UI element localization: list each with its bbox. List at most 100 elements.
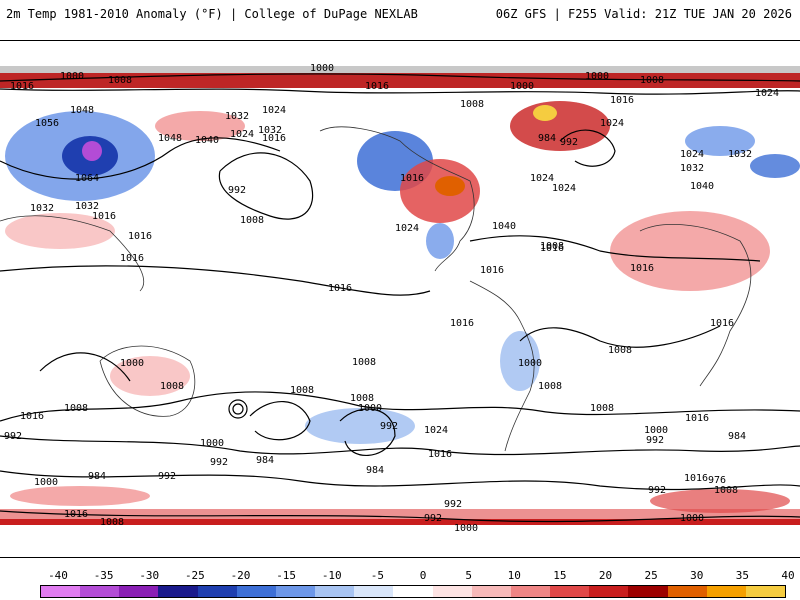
isobar-label: 1000 (120, 358, 144, 369)
south-america-cold-anomaly (500, 331, 540, 391)
isobar (0, 435, 800, 456)
isobar-label: 1000 (310, 63, 334, 74)
colorbar-tick-label: -25 (184, 569, 205, 582)
isobar-label: 1008 (240, 215, 264, 226)
colorbar-swatch (432, 586, 472, 597)
colorbar-tick-label: 20 (598, 569, 613, 582)
colorbar-tick-label: 25 (644, 569, 658, 582)
asia-coast (0, 215, 145, 292)
isobar-label: 1008 (460, 99, 484, 110)
isobar (339, 408, 396, 456)
isobar-label: 984 (88, 471, 106, 482)
colorbar-swatch (628, 586, 668, 597)
header: 2m Temp 1981-2010 Anomaly (°F) | College… (0, 0, 800, 30)
africa-warm-anomaly (610, 211, 770, 291)
antarctic-red-band (0, 519, 800, 525)
isobar-label: 1000 (644, 425, 668, 436)
colorbar-swatch (41, 586, 81, 597)
colorbar-tick-label: -20 (230, 569, 251, 582)
colorbar-swatch (589, 586, 629, 597)
us-warm-core (435, 176, 465, 196)
isobar-label: 1016 (365, 81, 389, 92)
isobar-label: 1024 (424, 425, 448, 436)
cold-anomalies (5, 111, 800, 444)
colorbar-swatch (119, 586, 159, 597)
isobar-label: 1016 (480, 265, 504, 276)
isobar-label: 1024 (600, 118, 624, 129)
colorbar-tick-label: 30 (690, 569, 704, 582)
colorbar-tick-label: 5 (465, 569, 472, 582)
alaska-warm-anomaly (155, 111, 245, 141)
isobar-label: 1024 (262, 105, 286, 116)
india-warm-anomaly (5, 213, 115, 249)
isobar-label: 1008 (540, 241, 564, 252)
isobar-label: 1000 (34, 477, 58, 488)
isobar-label: 1008 (100, 517, 124, 528)
australia-coast (99, 345, 196, 417)
warm-anomalies (5, 101, 790, 513)
isobar-label: 1024 (230, 129, 254, 140)
colorbar-tick-label: -30 (139, 569, 160, 582)
isobar-label: 1016 (630, 263, 654, 274)
isobar-label: 1016 (450, 318, 474, 329)
north-america-coast (319, 126, 475, 272)
isobar-label: 1008 (538, 381, 562, 392)
isobar-label: 1016 (684, 473, 708, 484)
colorbar-legend: -40 -35 -30 -25 -20 -15 -10 -5 0 5 10 15 20 25 30 35 40 (0, 568, 800, 600)
model-run-info: 06Z GFS | F255 Valid: 21Z TUE JAN 20 202… (495, 7, 792, 21)
isobar-label: 992 (158, 471, 176, 482)
colorbar-tick-label: 35 (735, 569, 749, 582)
colorbar-swatch (158, 586, 198, 597)
isobar-label: 1024 (755, 88, 779, 99)
colorbar-swatch (393, 586, 433, 597)
colorbar-tick-label: -5 (370, 569, 384, 582)
anomaly-map: 1000 1008 1016 1008 1000 1016 1024 1000 … (0, 40, 800, 558)
colorbar-tick-label: -35 (93, 569, 114, 582)
isobar-label: 1000 (454, 523, 478, 534)
isobar-label: 1016 (20, 411, 44, 422)
isobar-label: 992 (210, 457, 228, 468)
isobar-label: 1008 (160, 381, 184, 392)
isobar-label: 1000 (358, 403, 382, 414)
colorbar-swatch (354, 586, 394, 597)
isobar-label: 1016 (128, 231, 152, 242)
isobar-label: 1024 (552, 183, 576, 194)
isobar (0, 88, 800, 95)
isobar-label: 1040 (195, 135, 219, 146)
colorbar-swatch (236, 586, 276, 597)
australia-warm-anomaly (110, 356, 190, 396)
isobars (0, 73, 800, 523)
isobar-label: 1056 (35, 118, 59, 129)
east-asia-cold-anomaly (750, 154, 800, 178)
antarctic-warm-band (0, 509, 800, 519)
colorbar-swatch (315, 586, 355, 597)
isobar (0, 265, 431, 296)
isobar-label: 1064 (75, 173, 99, 184)
map-title: 2m Temp 1981-2010 Anomaly (°F) | College… (6, 7, 418, 21)
colorbar-swatch (667, 586, 707, 597)
coastlines (0, 126, 752, 452)
isobar-label: 984 (728, 431, 746, 442)
isobar (39, 352, 131, 382)
isobar (218, 152, 314, 220)
colorbar-swatch (471, 586, 511, 597)
arctic-gray-band (0, 66, 800, 73)
isobar-label: 992 (560, 137, 578, 148)
isobar-label: 1000 (510, 81, 534, 92)
isobar-label: 1016 (10, 81, 34, 92)
isobar-label: 1016 (540, 243, 564, 254)
isobar (0, 510, 800, 523)
isobar-label: 1032 (258, 125, 282, 136)
isobar-label: 1024 (395, 223, 419, 234)
isobar-label: 1016 (428, 449, 452, 460)
isobar-label: 992 (646, 435, 664, 446)
gulf-cold-anomaly (426, 223, 454, 259)
isobar-label: 1032 (225, 111, 249, 122)
europe-cold-anomaly (685, 126, 755, 156)
isobar-label: 1008 (350, 393, 374, 404)
isobar-label: 1008 (64, 403, 88, 414)
isobar (0, 391, 800, 422)
isobar-label: 976 (708, 475, 726, 486)
isobar-label: 1032 (680, 163, 704, 174)
isobar-label: 1016 (710, 318, 734, 329)
